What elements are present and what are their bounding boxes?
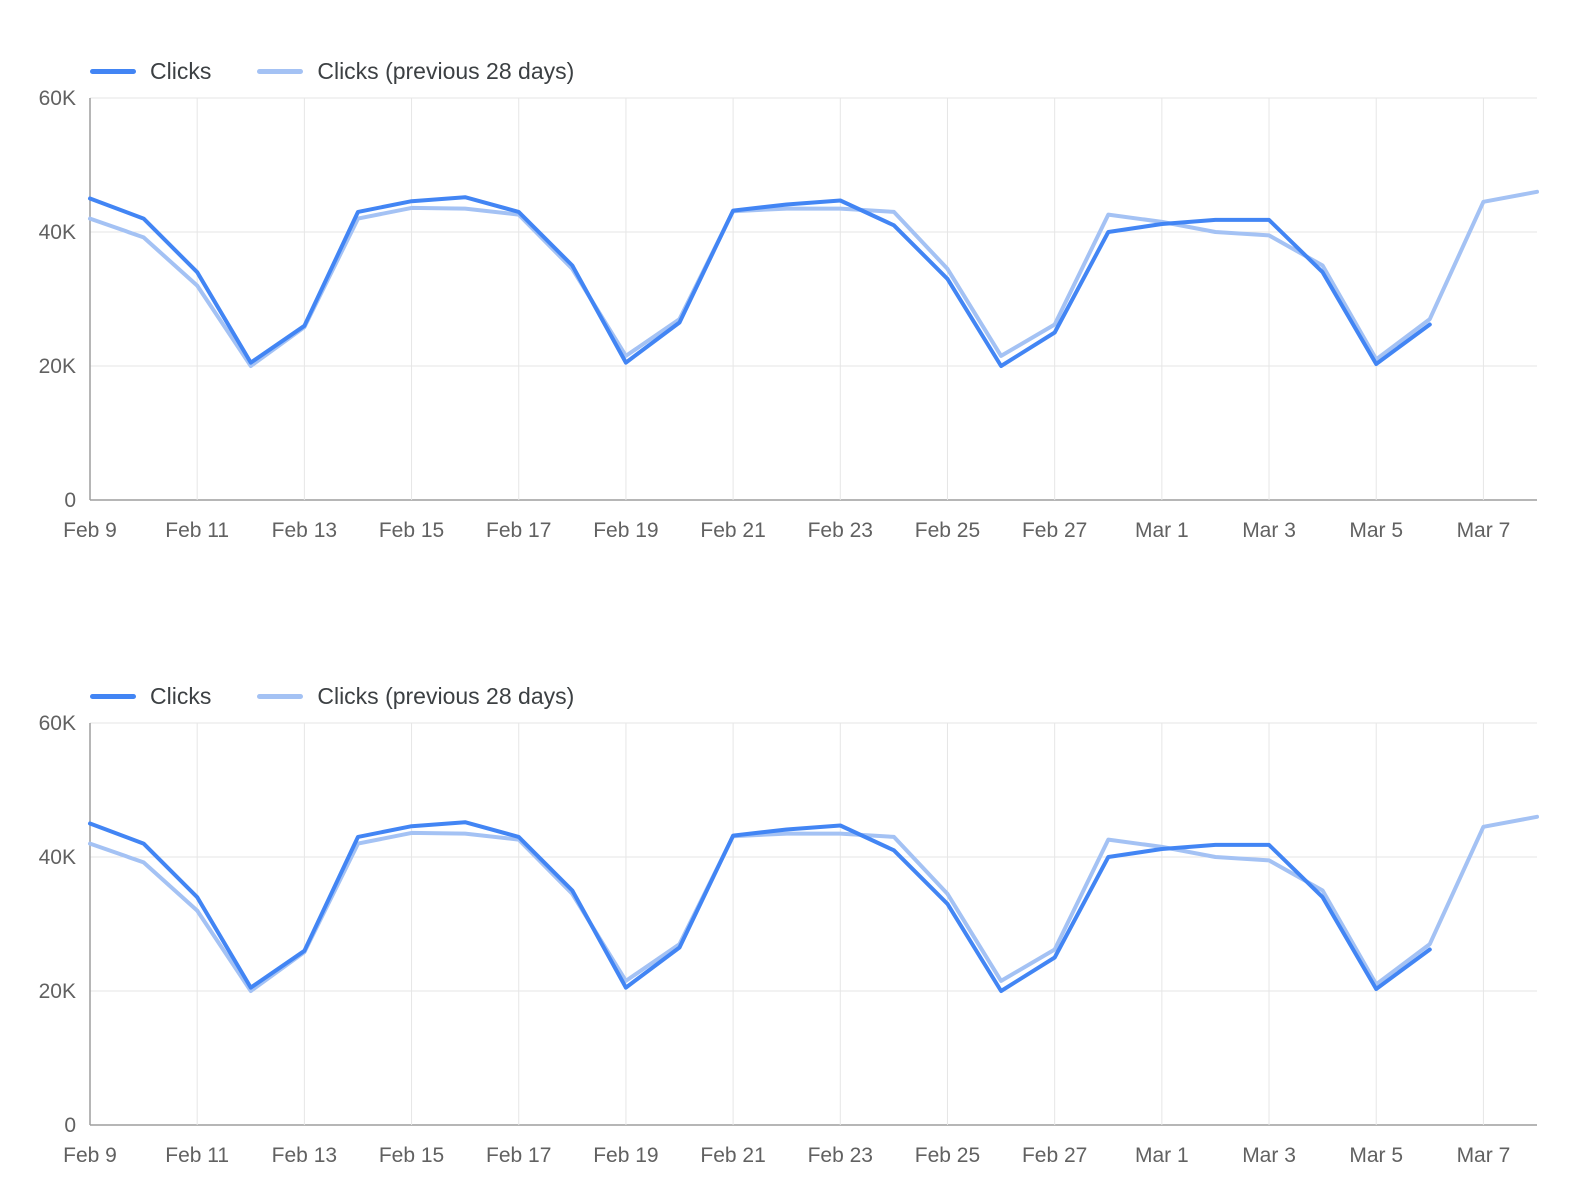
previous-clicks-line xyxy=(88,189,1539,368)
x-axis-tick-label: Feb 15 xyxy=(379,519,444,542)
x-axis-tick-label: Feb 9 xyxy=(63,519,117,542)
previous-clicks-line-swatch xyxy=(257,68,304,74)
legend-item-clicks-previous: Clicks (previous 28 days) xyxy=(257,683,574,710)
x-axis-tick-label: Mar 7 xyxy=(1457,519,1511,542)
y-axis-tick-label: 0 xyxy=(64,489,76,512)
clicks-chart-canvas-top[interactable]: 0 20K 40K 60K Feb 9 Feb 11 Feb 13 Feb 15 Feb 17 F… xyxy=(0,88,1572,553)
x-axis-tick-label: Feb 17 xyxy=(486,1144,551,1167)
x-axis-tick-label: Feb 9 xyxy=(63,1144,117,1167)
clicks-line xyxy=(88,820,1432,993)
x-axis-tick-label: Feb 19 xyxy=(593,519,658,542)
clicks-chart-canvas-bottom[interactable]: 0 20K 40K 60K Feb 9 Feb 11 Feb 13 Feb 15 Feb 17 F… xyxy=(0,713,1572,1178)
clicks-line-swatch xyxy=(90,68,136,74)
x-axis-tick-label: Feb 13 xyxy=(272,519,337,542)
x-axis-tick-label: Feb 27 xyxy=(1022,519,1087,542)
x-axis-tick-label: Mar 3 xyxy=(1242,1144,1296,1167)
previous-clicks-line-swatch xyxy=(257,693,304,699)
y-axis-tick-label: 40K xyxy=(39,846,76,869)
y-axis-tick-label: 20K xyxy=(39,980,76,1003)
y-axis-tick-label: 40K xyxy=(39,221,76,244)
y-axis-tick-label: 60K xyxy=(39,713,76,735)
x-axis-tick-label: Feb 23 xyxy=(808,1144,873,1167)
x-axis-tick-label: Feb 19 xyxy=(593,1144,658,1167)
x-axis-tick-label: Mar 3 xyxy=(1242,519,1296,542)
legend-item-clicks-previous: Clicks (previous 28 days) xyxy=(257,58,574,85)
y-axis-tick-label: 60K xyxy=(39,88,76,110)
x-axis-tick-label: Feb 13 xyxy=(272,1144,337,1167)
y-axis-tick-label: 0 xyxy=(64,1114,76,1137)
legend-label-clicks-previous: Clicks (previous 28 days) xyxy=(317,682,575,709)
clicks-line xyxy=(88,195,1432,368)
legend-label-clicks-previous: Clicks (previous 28 days) xyxy=(317,57,575,84)
x-axis-tick-label: Feb 21 xyxy=(700,519,765,542)
legend-item-clicks: Clicks xyxy=(90,58,211,85)
x-axis-tick-label: Mar 1 xyxy=(1135,519,1189,542)
x-axis-tick-label: Mar 5 xyxy=(1349,519,1403,542)
x-axis-tick-label: Feb 15 xyxy=(379,1144,444,1167)
legend-item-clicks: Clicks xyxy=(90,683,211,710)
x-axis-tick-label: Feb 27 xyxy=(1022,1144,1087,1167)
x-axis-tick-label: Feb 17 xyxy=(486,519,551,542)
legend-label-clicks: Clicks xyxy=(150,682,212,709)
x-axis-tick-label: Feb 11 xyxy=(165,1144,229,1167)
clicks-chart-bottom: Clicks Clicks (previous 28 days) 0 20K 40K… xyxy=(0,679,1572,1178)
legend-label-clicks: Clicks xyxy=(150,57,212,84)
chart-legend: Clicks Clicks (previous 28 days) xyxy=(90,54,1572,88)
clicks-line-swatch xyxy=(90,693,136,699)
y-axis-tick-label: 20K xyxy=(39,355,76,378)
x-axis-tick-label: Mar 7 xyxy=(1457,1144,1511,1167)
previous-clicks-line xyxy=(88,814,1539,993)
x-axis-tick-label: Mar 5 xyxy=(1349,1144,1403,1167)
x-axis-tick-label: Feb 25 xyxy=(915,1144,980,1167)
x-axis-tick-label: Feb 25 xyxy=(915,519,980,542)
x-axis-tick-label: Feb 21 xyxy=(700,1144,765,1167)
x-axis-tick-label: Feb 23 xyxy=(808,519,873,542)
x-axis-tick-label: Feb 11 xyxy=(165,519,229,542)
clicks-chart-top: Clicks Clicks (previous 28 days) 0 20K 40K… xyxy=(0,0,1572,553)
x-axis-tick-label: Mar 1 xyxy=(1135,1144,1189,1167)
chart-legend: Clicks Clicks (previous 28 days) xyxy=(90,679,1572,713)
